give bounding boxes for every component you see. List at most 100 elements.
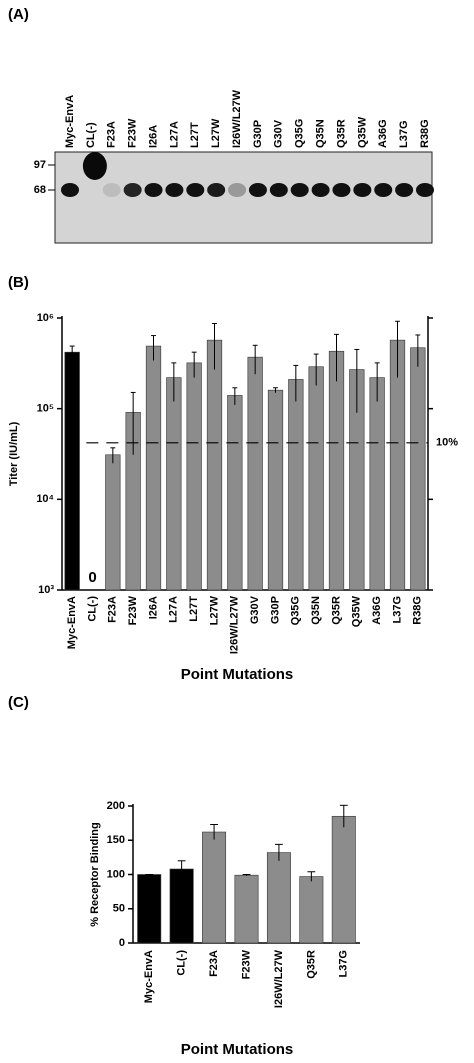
lane-label: Q35R (335, 119, 347, 148)
x-tick-label: L27A (168, 596, 180, 623)
y-tick-label: 200 (107, 800, 125, 812)
band (165, 183, 184, 197)
x-tick-label: L37G (391, 596, 403, 624)
bar (247, 356, 263, 591)
lane-label: CL(-) (85, 122, 97, 148)
x-axis-label: Point Mutations (181, 1041, 294, 1058)
x-tick-label: Q35G (290, 596, 302, 625)
bar (369, 377, 385, 591)
lane-label: G30P (252, 120, 264, 148)
bar (267, 389, 284, 591)
lane-label: Q35N (314, 119, 326, 148)
lane-label: Q35W (356, 116, 368, 148)
x-tick-label: F23A (208, 950, 220, 977)
band (311, 183, 330, 197)
band (248, 183, 267, 197)
bar (166, 377, 182, 591)
y-tick-label: 150 (107, 834, 125, 846)
band (395, 183, 414, 197)
lane-label: G30V (273, 119, 285, 148)
x-tick-label: L27T (188, 596, 200, 622)
lane-label: Myc-EnvA (64, 95, 76, 148)
lane-label: R38G (419, 119, 431, 148)
lane-label: L37G (398, 120, 410, 148)
reference-label: 10% (436, 437, 458, 449)
zero-label: 0 (88, 569, 96, 586)
x-tick-label: F23W (240, 949, 252, 979)
y-axis-label: % Receptor Binding (89, 822, 101, 927)
y-tick-label: 10³ (38, 584, 54, 596)
band (186, 183, 205, 197)
lane-label: F23W (127, 118, 139, 148)
bar (308, 366, 324, 591)
bar (328, 350, 345, 591)
panel-label: (B) (8, 274, 29, 291)
band (374, 183, 393, 197)
bar (186, 362, 202, 591)
x-tick-label: G30V (249, 595, 261, 624)
lane-label: L27A (168, 121, 180, 148)
lane-label: F23A (106, 121, 118, 148)
lane-label: I26W/L27W (231, 89, 243, 148)
band (269, 183, 288, 197)
x-tick-label: F23W (127, 595, 139, 625)
bar (299, 876, 324, 944)
y-tick-label: 50 (113, 903, 125, 915)
bar (206, 339, 223, 591)
x-tick-label: CL(-) (86, 596, 98, 622)
x-tick-label: I26A (147, 596, 159, 619)
lane-label: L27T (189, 122, 201, 148)
x-tick-label: Myc-EnvA (143, 950, 155, 1003)
panel-label: (C) (8, 694, 29, 711)
blot (54, 151, 433, 244)
y-tick-label: 100 (107, 868, 125, 880)
lane-label: L27W (210, 118, 222, 148)
x-tick-label: F23A (107, 596, 119, 623)
bar (169, 868, 194, 944)
x-tick-label: Q35N (310, 596, 322, 625)
band (82, 152, 107, 180)
panel-label: (A) (8, 6, 29, 23)
bar (202, 831, 227, 944)
bar (145, 345, 162, 591)
bar (234, 874, 259, 944)
x-tick-label: L27W (208, 595, 220, 625)
x-tick-label: Myc-EnvA (66, 596, 78, 649)
x-tick-label: G30P (269, 596, 281, 624)
y-tick-label: 0 (119, 937, 125, 949)
band (207, 183, 226, 197)
bar (227, 395, 243, 591)
bar (288, 379, 304, 591)
bar (137, 874, 162, 944)
marker-label: 97 (34, 159, 46, 171)
bar (105, 454, 121, 591)
x-axis-label: Point Mutations (181, 666, 294, 683)
band (102, 183, 121, 197)
x-tick-label: Q35R (305, 950, 317, 979)
x-tick-label: A36G (371, 596, 383, 625)
y-tick-label: 10⁵ (37, 403, 54, 415)
x-tick-label: I26W/L27W (229, 595, 241, 654)
bar (266, 852, 291, 944)
y-axis-label: Titer (IU/mL) (8, 421, 20, 486)
y-tick-label: 10⁶ (37, 312, 54, 324)
band (144, 183, 163, 197)
lane-label: I26A (147, 125, 159, 148)
x-tick-label: Q35W (351, 595, 363, 627)
lane-label: Q35G (294, 119, 306, 148)
y-tick-label: 10⁴ (36, 493, 54, 505)
x-tick-label: L37G (338, 950, 350, 978)
band (353, 183, 372, 197)
band (290, 183, 309, 197)
band (332, 183, 351, 197)
x-tick-label: I26W/L27W (273, 949, 285, 1008)
x-tick-label: R38G (412, 596, 424, 625)
band (416, 183, 434, 197)
band (61, 183, 79, 197)
band (228, 183, 247, 197)
band (123, 183, 142, 197)
marker-label: 68 (34, 184, 46, 196)
bar (410, 347, 426, 591)
